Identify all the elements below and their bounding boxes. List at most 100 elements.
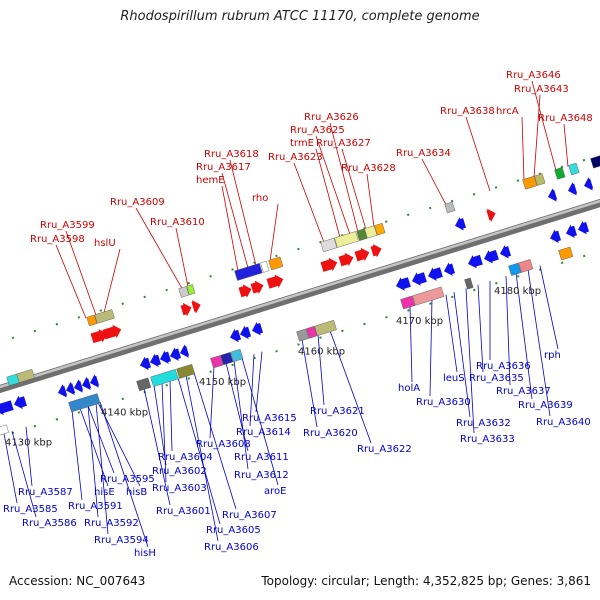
label-leader — [269, 203, 279, 262]
label-leader — [225, 362, 249, 452]
label-leader — [539, 265, 559, 350]
label-leader — [79, 407, 109, 487]
forward-gene-label: Rru_A3625 — [290, 125, 345, 136]
gene-features — [0, 155, 600, 436]
forward-gene-label: Rru_A3599 — [40, 220, 95, 231]
gene-block — [16, 369, 35, 383]
reverse-gene-label: Rru_A3586 — [22, 518, 77, 529]
accession-text: Accession: NC_007643 — [9, 574, 146, 588]
label-leader — [301, 339, 318, 428]
gene-block — [150, 369, 179, 387]
reverse-gene-arrow — [500, 245, 512, 259]
reverse-gene-arrow — [90, 374, 100, 388]
gene-block — [518, 259, 534, 273]
forward-gene-arrow — [354, 247, 370, 262]
label-leader — [429, 298, 433, 397]
reverse-gene-label: Rru_A3637 — [496, 386, 551, 397]
tick-label: 4180 kbp — [494, 286, 541, 297]
reverse-gene-label: Rru_A3604 — [158, 452, 213, 463]
reverse-gene-arrow — [568, 182, 578, 196]
tick-label: 4160 kbp — [298, 347, 345, 358]
forward-gene-label: Rru_A3643 — [514, 84, 569, 95]
label-leader — [87, 405, 115, 474]
map-title: Rhodospirillum rubrum ATCC 11170, comple… — [120, 9, 480, 24]
reverse-gene-label: Rru_A3601 — [156, 506, 211, 517]
label-leader — [221, 185, 239, 272]
reverse-gene-label: Rru_A3603 — [152, 483, 207, 494]
label-leader — [99, 401, 149, 548]
label-leader — [477, 284, 484, 373]
kbp-ticks: 4130 kbp 4140 kbp 4150 kbp 4160 kbp 4170 kbp… — [5, 286, 541, 449]
reverse-gene-arrow — [230, 328, 242, 343]
gene-block — [0, 424, 9, 436]
forward-gene-label: rho — [252, 193, 268, 204]
gene-block — [260, 260, 270, 273]
gene-block — [558, 246, 574, 261]
gene-block — [210, 355, 224, 369]
forward-gene-label: Rru_A3648 — [538, 113, 593, 124]
reverse-gene-label: hisB — [126, 487, 147, 498]
label-leader — [135, 207, 183, 289]
reverse-gene-arrow — [455, 217, 467, 231]
reverse-gene-arrow — [0, 400, 14, 416]
gene-block — [400, 295, 416, 310]
reverse-gene-arrow — [412, 272, 427, 286]
label-leader — [515, 272, 533, 400]
reverse-gene-label: Rru_A3636 — [476, 361, 531, 372]
gene-block — [412, 286, 445, 306]
reverse-gene-arrow — [566, 224, 578, 239]
forward-gene-label: Rru_A3598 — [30, 234, 85, 245]
forward-guide-row — [0, 154, 600, 343]
tick-label: 4130 kbp — [5, 437, 52, 448]
gene-block — [522, 175, 538, 190]
reverse-gene-arrow — [170, 347, 182, 361]
label-leader — [366, 173, 375, 228]
reverse-gene-arrow — [444, 262, 456, 276]
gene-block — [86, 314, 98, 327]
reverse-gene-label: Rru_A3635 — [469, 373, 524, 384]
label-leader — [87, 405, 99, 518]
forward-gene-label: hemE — [196, 175, 225, 186]
gene-block — [444, 201, 456, 214]
reverse-gene-label: hisH — [134, 548, 156, 559]
tick-label: 4140 kbp — [101, 408, 148, 419]
label-leader — [317, 334, 325, 406]
gene-block — [230, 348, 244, 363]
forward-gene-label: Rru_A3627 — [316, 138, 371, 149]
gene-block — [68, 393, 101, 413]
label-leader — [71, 410, 83, 501]
reverse-gene-label: aroE — [264, 486, 286, 497]
reverse-gene-arrow — [584, 177, 594, 191]
label-leader — [505, 276, 511, 386]
reverse-gene-label: Rru_A3585 — [3, 504, 58, 515]
reverse-gene-arrow — [82, 376, 92, 391]
label-leader — [177, 377, 221, 525]
forward-gene-arrow — [250, 280, 264, 294]
label-leader — [315, 135, 351, 235]
reverse-gene-arrow — [14, 395, 27, 410]
reverse-gene-label: hisE — [94, 487, 115, 498]
gene-block — [590, 155, 600, 169]
reverse-gene-arrow — [548, 188, 558, 202]
reverse-gene-arrow — [484, 249, 499, 264]
reverse-gene-arrow — [468, 254, 483, 269]
reverse-gene-label: Rru_A3612 — [234, 470, 289, 481]
forward-gene-label: Rru_A3618 — [204, 149, 259, 160]
label-leader — [315, 148, 341, 238]
label-leader — [421, 158, 447, 205]
label-leader — [409, 305, 413, 383]
forward-gene-label: Rru_A3638 — [440, 106, 495, 117]
reverse-gene-arrow — [140, 356, 152, 371]
label-leader — [55, 244, 87, 319]
forward-gene-label: Rru_A3626 — [304, 112, 359, 123]
label-leader — [65, 230, 97, 316]
forward-gene-label: Rru_A3646 — [506, 70, 561, 81]
forward-gene-arrow — [370, 244, 382, 258]
label-leader — [97, 402, 141, 487]
label-leader — [465, 116, 491, 192]
backbone-highlight — [0, 199, 600, 389]
label-leader — [341, 148, 367, 230]
gene-block — [176, 363, 196, 379]
reverse-gene-label: Rru_A3630 — [416, 397, 471, 408]
